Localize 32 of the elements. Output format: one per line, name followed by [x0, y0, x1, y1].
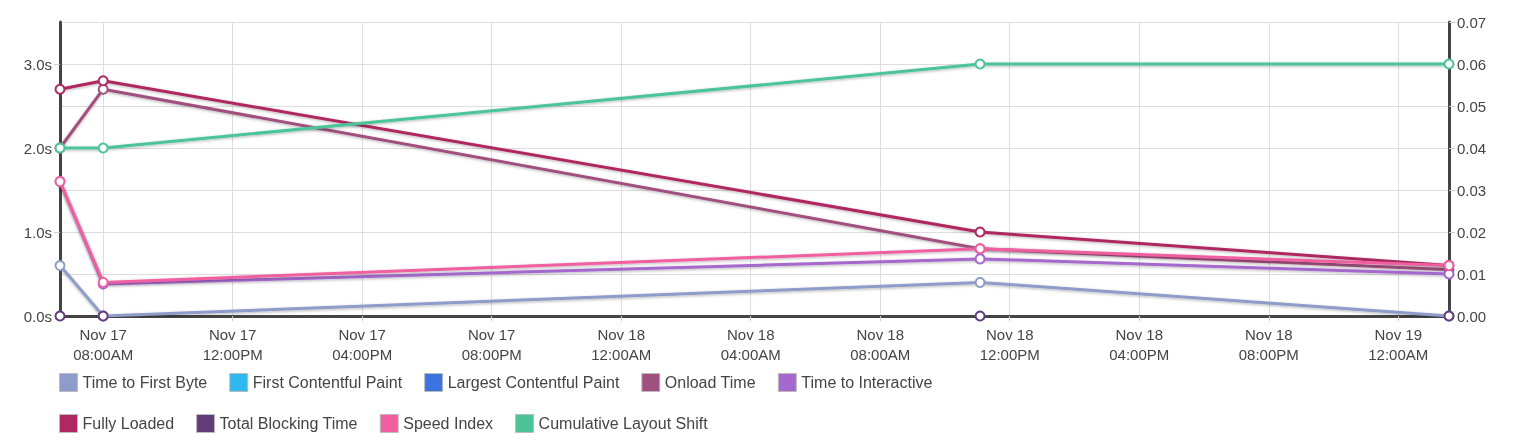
legend-label: Total Blocking Time [219, 415, 358, 432]
legend-label: Fully Loaded [82, 415, 175, 432]
x-tick-label: Nov 17 08:00AM [73, 325, 134, 363]
y-tick-label: 3.0s [23, 55, 52, 73]
x-tick-label: Nov 18 08:00AM [850, 325, 911, 363]
legend-label: Cumulative Layout Shift [538, 415, 709, 432]
x-tick-label: Nov 17 12:00PM [202, 325, 263, 363]
x-tick-label: Nov 18 04:00AM [720, 325, 781, 363]
x-tick-label: Nov 19 12:00AM [1368, 325, 1429, 363]
y2-tick-label: 0.07 [1457, 13, 1487, 31]
y2-tick-label: 0.04 [1457, 139, 1487, 157]
y2-tick-label: 0.00 [1457, 307, 1487, 325]
y-tick-label: 0.0s [23, 307, 52, 325]
x-tick-label: Nov 18 04:00PM [1109, 325, 1170, 363]
x-tick-label: Nov 17 04:00PM [332, 325, 393, 363]
legend-label: Largest Contentful Paint [447, 374, 620, 391]
legend-label: Time to First Byte [82, 374, 208, 391]
y2-tick-label: 0.01 [1457, 265, 1487, 283]
y2-tick-label: 0.02 [1457, 223, 1487, 241]
x-tick-label: Nov 17 08:00PM [461, 325, 522, 363]
legend-label: Speed Index [403, 415, 494, 432]
y2-tick-label: 0.05 [1457, 97, 1487, 115]
x-tick-label: Nov 18 08:00PM [1238, 325, 1299, 363]
legend-label: Time to Interactive [801, 374, 933, 391]
x-tick-label: Nov 18 12:00PM [979, 325, 1040, 363]
y2-tick-label: 0.06 [1457, 55, 1487, 73]
legend-label: Onload Time [664, 374, 756, 391]
legend-label: First Contentful Paint [252, 374, 403, 391]
x-tick-label: Nov 18 12:00AM [591, 325, 652, 363]
y-tick-label: 2.0s [23, 139, 52, 157]
y2-tick-label: 0.03 [1457, 181, 1487, 199]
y-tick-label: 1.0s [23, 223, 52, 241]
